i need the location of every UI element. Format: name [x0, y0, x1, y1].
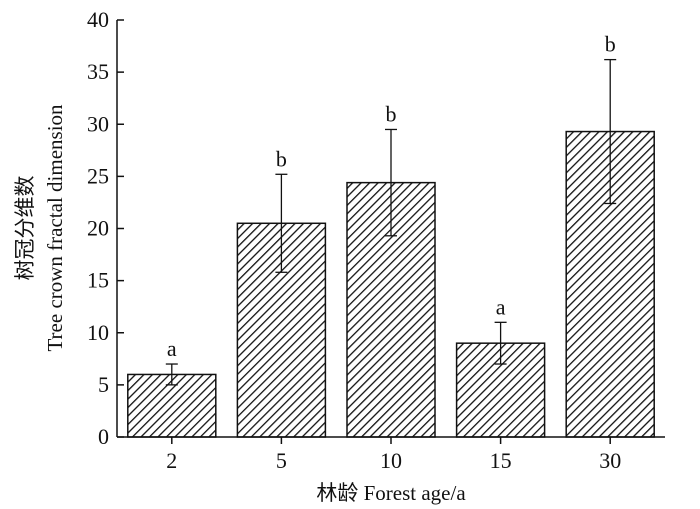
significance-label-30: b	[605, 32, 616, 57]
x-axis-label: 林龄 Forest age/a	[316, 481, 466, 505]
significance-labels-group: a b b a b	[167, 32, 616, 361]
y-axis-label-chinese: 树冠分维数	[13, 176, 37, 281]
significance-label-5: b	[276, 146, 287, 171]
y-tick-label: 20	[87, 216, 109, 241]
y-tick-label: 5	[98, 372, 109, 397]
bar-15	[455, 342, 546, 438]
x-ticks-group: 2 5 10 15 30	[166, 437, 621, 473]
significance-label-2: a	[167, 336, 177, 361]
x-tick-label-5: 5	[276, 448, 287, 473]
error-bars-group	[165, 58, 617, 386]
y-axis-label-english: Tree crown fractal dimension	[43, 104, 67, 352]
y-tick-label: 10	[87, 320, 109, 345]
x-tick-label-15: 15	[490, 448, 512, 473]
significance-label-10: b	[386, 101, 397, 126]
y-ticks-group: 0 5 10 15 20 25 30 35 40	[87, 7, 124, 449]
significance-label-15: a	[496, 294, 506, 319]
y-tick-label: 30	[87, 111, 109, 136]
y-tick-label: 35	[87, 59, 109, 84]
x-tick-label-2: 2	[166, 448, 177, 473]
y-tick-label: 40	[87, 7, 109, 32]
x-tick-label-10: 10	[380, 448, 402, 473]
y-tick-label: 15	[87, 268, 109, 293]
y-tick-label: 0	[98, 424, 109, 449]
x-tick-label-30: 30	[599, 448, 621, 473]
y-tick-label: 25	[87, 163, 109, 188]
